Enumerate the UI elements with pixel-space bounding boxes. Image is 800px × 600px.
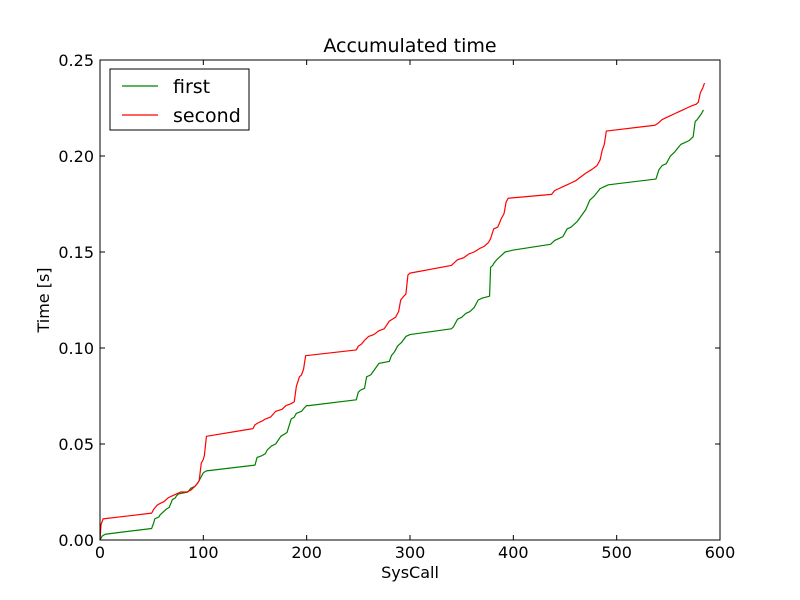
legend-label-second: second [173,105,241,127]
legend-label-first: first [173,76,210,98]
x-tick-label: 300 [395,543,426,562]
y-tick-label: 0.05 [58,435,94,454]
series-lines [99,82,706,541]
x-tick-label: 600 [705,543,736,562]
plot-frame [99,59,721,541]
y-tick-label: 0.00 [58,531,94,550]
y-tick-label: 0.15 [58,243,94,262]
legend: first second [109,68,250,131]
y-axis-label: Time [s] [34,267,53,333]
x-tick-label: 0 [95,543,105,562]
y-tick-label: 0.25 [58,51,94,70]
x-tick-label: 100 [188,543,219,562]
axis-ticks: 0 100 200 300 400 500 600 0.00 0.05 0.10 0.15 0.20 0… [58,51,735,562]
series-line-second [99,82,706,541]
chart-title: Accumulated time [323,35,496,57]
x-axis-label: SysCall [381,563,439,582]
y-tick-label: 0.20 [58,147,94,166]
x-tick-label: 400 [498,543,529,562]
x-tick-label: 500 [601,543,632,562]
y-tick-label: 0.10 [58,339,94,358]
series-line-first [99,109,704,541]
x-tick-label: 200 [291,543,322,562]
legend-box [109,68,250,131]
plot-area [100,60,720,540]
